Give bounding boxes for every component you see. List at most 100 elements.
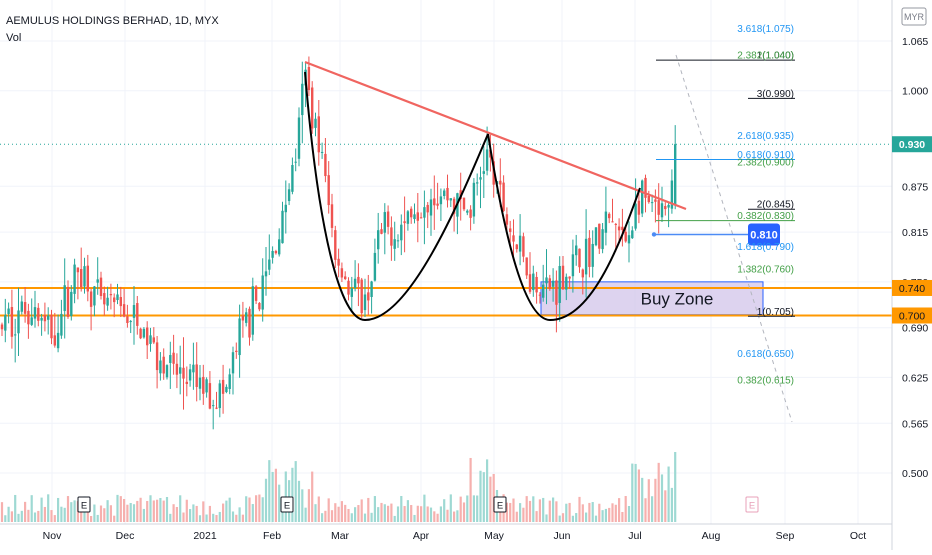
candle-body xyxy=(202,376,205,394)
volume-bar xyxy=(132,504,136,522)
candle-body xyxy=(604,211,608,233)
fib-label: 1(0.705) xyxy=(757,307,794,318)
volume-bar xyxy=(456,510,459,522)
last-price-label: 0.930 xyxy=(899,139,925,151)
earnings-marker xyxy=(493,496,507,513)
candle-body xyxy=(555,280,558,305)
volume-bar xyxy=(255,495,258,522)
volume-bar xyxy=(426,506,429,522)
candle-body xyxy=(334,230,337,260)
candle-body xyxy=(337,258,340,266)
y-tick-label: 0.875 xyxy=(902,181,928,193)
volume-bar xyxy=(274,468,277,522)
volume-bar xyxy=(515,511,518,522)
candle-body xyxy=(235,350,238,353)
candle-body xyxy=(674,144,677,206)
volume-bar xyxy=(294,461,297,522)
currency-label: MYR xyxy=(904,12,925,22)
volume-bar xyxy=(208,505,211,522)
volume-bar xyxy=(43,506,46,522)
volume-bar xyxy=(611,503,614,522)
candle-body xyxy=(116,294,119,301)
candle-body xyxy=(466,210,469,213)
candle-body xyxy=(377,230,380,250)
volume-bar xyxy=(99,505,103,522)
candle-body xyxy=(479,177,482,180)
candle-body xyxy=(56,332,60,349)
volume-bar xyxy=(212,513,215,522)
candle-body xyxy=(278,239,281,255)
candle-body xyxy=(185,381,188,384)
candle-body xyxy=(264,271,268,277)
volume-bar xyxy=(291,467,294,522)
volume-bar xyxy=(555,501,558,522)
volume-bar xyxy=(156,499,159,522)
candle-body xyxy=(350,288,353,297)
volume-bar xyxy=(519,503,522,522)
volume-bar xyxy=(14,494,17,522)
candle-body xyxy=(373,252,377,281)
candle-body xyxy=(469,209,472,218)
volume-bar xyxy=(453,511,456,522)
level-price-badge xyxy=(892,307,932,324)
candle-body xyxy=(192,364,195,373)
volume-bar xyxy=(297,480,301,522)
candle-body xyxy=(212,405,215,407)
candle-body xyxy=(327,175,330,206)
candle-body xyxy=(568,276,571,279)
volume-bar xyxy=(340,501,343,522)
candle-body xyxy=(113,297,116,303)
volume-bar xyxy=(618,498,621,522)
y-tick-label: 0.625 xyxy=(902,372,928,384)
volume-bar xyxy=(241,514,244,522)
level-price-badge xyxy=(892,279,932,296)
volume-bar xyxy=(380,502,383,522)
candle-body xyxy=(248,308,251,338)
earnings-marker xyxy=(77,496,91,513)
candle-body xyxy=(198,377,202,389)
candle-body xyxy=(225,386,228,393)
x-tick-label: Jun xyxy=(554,530,571,542)
candle-body xyxy=(548,278,551,289)
candle-body xyxy=(565,276,568,290)
candle-body xyxy=(601,229,604,250)
volume-bar xyxy=(7,506,10,522)
candle-body xyxy=(291,165,294,192)
candle-body xyxy=(238,318,241,356)
candle-body xyxy=(43,315,47,322)
candle-body xyxy=(611,221,614,223)
candle-body xyxy=(347,280,350,295)
volume-bar xyxy=(476,495,479,522)
candle-body xyxy=(482,171,485,174)
candle-body xyxy=(357,276,360,284)
candle-body xyxy=(396,240,400,242)
candle-body xyxy=(179,367,182,374)
volume-bar xyxy=(20,510,23,522)
candle-body xyxy=(142,328,146,338)
candle-body xyxy=(621,226,624,231)
candle-body xyxy=(33,307,37,319)
volume-bar xyxy=(235,514,238,522)
candle-body xyxy=(80,269,83,288)
candle-body xyxy=(14,334,17,336)
candle-body xyxy=(129,321,132,323)
volume-bar xyxy=(334,503,337,522)
candle-body xyxy=(363,294,367,311)
volume-bar xyxy=(271,471,274,522)
volume-bar xyxy=(264,478,268,522)
volume-bar xyxy=(50,510,53,522)
x-tick-label: Oct xyxy=(850,530,866,542)
volume-bar xyxy=(146,500,149,522)
fib-label: 1.382(0.760) xyxy=(737,265,794,276)
earnings-marker-label: E xyxy=(81,501,87,512)
candle-body xyxy=(132,305,136,318)
volume-bar xyxy=(337,506,340,522)
candle-body xyxy=(136,303,139,326)
currency-box xyxy=(901,7,927,26)
candle-body xyxy=(367,292,370,301)
volume-bar xyxy=(159,498,162,522)
volume-bar xyxy=(373,496,376,522)
volume-bar xyxy=(571,515,574,522)
volume-bar xyxy=(462,502,466,522)
